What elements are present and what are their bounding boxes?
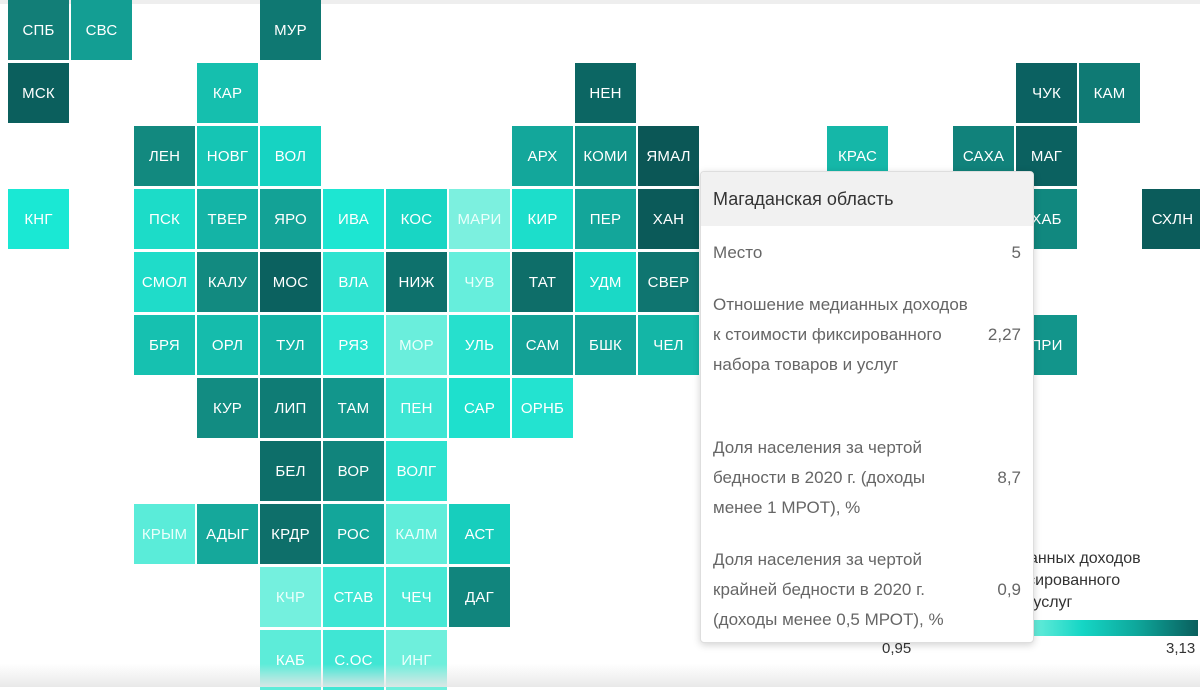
region-tile-30[interactable]: КАЛУ [197,252,258,312]
region-tile-56[interactable]: ВОЛГ [386,441,447,501]
region-tile-18[interactable]: ПСК [134,189,195,249]
region-tile-17[interactable]: КНГ [8,189,69,249]
region-tile-52[interactable]: САР [449,378,510,438]
region-tile-10[interactable]: ВОЛ [260,126,321,186]
region-tile-44[interactable]: САМ [512,315,573,375]
region-tile-13[interactable]: ЯМАЛ [638,126,699,186]
region-tile-4[interactable]: КАР [197,63,258,123]
region-tile-11[interactable]: АРХ [512,126,573,186]
region-tile-1[interactable]: СВС [71,0,132,60]
region-tile-66[interactable]: ДАГ [449,567,510,627]
top-divider [0,0,1200,4]
region-tile-29[interactable]: СМОЛ [134,252,195,312]
legend-title: ианных доходов ксированного и услуг [1020,550,1141,611]
region-tile-35[interactable]: ТАТ [512,252,573,312]
region-tile-43[interactable]: УЛЬ [449,315,510,375]
region-tile-7[interactable]: КАМ [1079,63,1140,123]
tooltip-value: 5 [1011,243,1021,262]
region-tile-5[interactable]: НЕН [575,63,636,123]
region-tile-23[interactable]: МАРИ [449,189,510,249]
tooltip-label: Доля населения за чертой бедности в 2020… [713,438,926,517]
tooltip-row-rank: Место 5 [713,238,1021,268]
legend-gradient-bar [1020,620,1198,636]
tooltip-row-extreme-poverty: Доля населения за чертой крайней бедност… [713,545,1021,635]
region-tile-51[interactable]: ПЕН [386,378,447,438]
region-tile-6[interactable]: ЧУК [1016,63,1077,123]
region-tile-62[interactable]: АСТ [449,504,510,564]
region-tile-21[interactable]: ИВА [323,189,384,249]
bottom-fade [0,664,1200,687]
region-tile-58[interactable]: АДЫГ [197,504,258,564]
region-tile-31[interactable]: МОС [260,252,321,312]
region-tile-42[interactable]: МОР [386,315,447,375]
region-tile-48[interactable]: КУР [197,378,258,438]
region-tile-53[interactable]: ОРНБ [512,378,573,438]
region-tile-59[interactable]: КРДР [260,504,321,564]
region-tile-65[interactable]: ЧЕЧ [386,567,447,627]
region-tile-41[interactable]: РЯЗ [323,315,384,375]
tooltip-label: Доля населения за чертой крайней бедност… [713,550,944,629]
region-tile-36[interactable]: УДМ [575,252,636,312]
legend-min-label: 0,95 [882,640,912,657]
region-tile-24[interactable]: КИР [512,189,573,249]
region-tile-32[interactable]: ВЛА [323,252,384,312]
region-tile-9[interactable]: НОВГ [197,126,258,186]
region-tile-49[interactable]: ЛИП [260,378,321,438]
region-tile-3[interactable]: МСК [8,63,69,123]
region-tile-2[interactable]: МУР [260,0,321,60]
region-tile-37[interactable]: СВЕР [638,252,699,312]
region-tile-64[interactable]: СТАВ [323,567,384,627]
region-tile-39[interactable]: ОРЛ [197,315,258,375]
region-tile-0[interactable]: СПБ [8,0,69,60]
region-tile-40[interactable]: ТУЛ [260,315,321,375]
region-tile-60[interactable]: РОС [323,504,384,564]
region-tile-54[interactable]: БЕЛ [260,441,321,501]
tooltip-value: 0,9 [997,580,1021,599]
tooltip-label: Отношение медианных доходов к стоимости … [713,295,968,374]
region-tile-33[interactable]: НИЖ [386,252,447,312]
region-tile-28[interactable]: СХЛН [1142,189,1200,249]
tooltip-value: 2,27 [987,325,1021,344]
region-tile-46[interactable]: ЧЕЛ [638,315,699,375]
region-tooltip: Магаданская область Место 5 Отношение ме… [700,171,1034,643]
region-tile-45[interactable]: БШК [575,315,636,375]
tooltip-row-poverty: Доля населения за чертой бедности в 2020… [713,433,1021,523]
region-tile-19[interactable]: ТВЕР [197,189,258,249]
tooltip-label: Место [713,243,763,262]
region-tile-25[interactable]: ПЕР [575,189,636,249]
region-tile-12[interactable]: КОМИ [575,126,636,186]
tooltip-title: Магаданская область [701,172,1033,226]
region-tile-38[interactable]: БРЯ [134,315,195,375]
region-tile-16[interactable]: МАГ [1016,126,1077,186]
region-tile-50[interactable]: ТАМ [323,378,384,438]
region-tile-34[interactable]: ЧУВ [449,252,510,312]
region-tile-57[interactable]: КРЫМ [134,504,195,564]
tooltip-row-income-ratio: Отношение медианных доходов к стоимости … [713,290,1021,380]
region-tile-63[interactable]: КЧР [260,567,321,627]
color-legend: ианных доходов ксированного и услуг [1020,540,1200,670]
tooltip-value: 8,7 [997,468,1021,487]
region-tile-20[interactable]: ЯРО [260,189,321,249]
region-tile-61[interactable]: КАЛМ [386,504,447,564]
region-tile-8[interactable]: ЛЕН [134,126,195,186]
region-tile-55[interactable]: ВОР [323,441,384,501]
legend-max-label: 3,13 [1166,640,1196,657]
region-tile-26[interactable]: ХАН [638,189,699,249]
region-tile-22[interactable]: КОС [386,189,447,249]
